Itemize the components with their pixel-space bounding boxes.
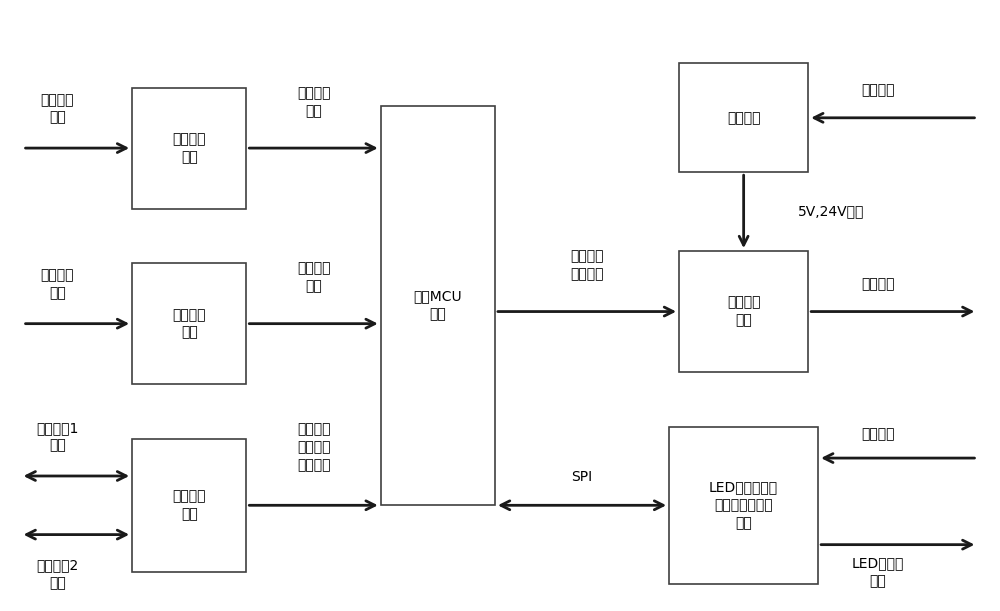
Text: 可变电阻1
接口: 可变电阻1 接口 <box>36 421 79 453</box>
Bar <box>679 251 808 372</box>
Text: 按键输入: 按键输入 <box>861 427 895 441</box>
Text: 电源输入: 电源输入 <box>861 84 895 98</box>
Text: 电压测量
信号: 电压测量 信号 <box>297 86 330 118</box>
Text: 开关输出
电路: 开关输出 电路 <box>727 296 760 327</box>
Text: 电压测量
输入: 电压测量 输入 <box>41 93 74 125</box>
Text: 电压测量
电路: 电压测量 电路 <box>172 132 206 164</box>
Bar <box>132 439 246 572</box>
Bar <box>669 426 818 584</box>
Text: 电流测量
电路: 电流测量 电路 <box>172 308 206 340</box>
Bar <box>679 64 808 172</box>
Text: 主控MCU
电路: 主控MCU 电路 <box>414 290 462 321</box>
Text: 开关电源: 开关电源 <box>727 111 760 125</box>
Text: 实验电源: 实验电源 <box>861 277 895 291</box>
Text: 可变电阻
电压电流
测量信号: 可变电阻 电压电流 测量信号 <box>297 422 330 472</box>
Text: 可变电阻2
接口: 可变电阻2 接口 <box>36 558 79 590</box>
Text: LED数码管驱动
和按键输入扫描
电路: LED数码管驱动 和按键输入扫描 电路 <box>709 480 778 530</box>
Text: 电流测量
输入: 电流测量 输入 <box>41 268 74 300</box>
Text: 电流测量
信号: 电流测量 信号 <box>297 262 330 293</box>
Bar <box>132 87 246 208</box>
Text: 5V,24V供电: 5V,24V供电 <box>798 205 865 219</box>
Bar <box>381 106 495 505</box>
Text: SPI: SPI <box>571 470 593 484</box>
Text: 可变电阻
电路: 可变电阻 电路 <box>172 489 206 521</box>
Text: LED数码管
显示: LED数码管 显示 <box>852 556 904 588</box>
Text: 开关电路
控制信号: 开关电路 控制信号 <box>570 249 604 281</box>
Bar <box>132 263 246 384</box>
